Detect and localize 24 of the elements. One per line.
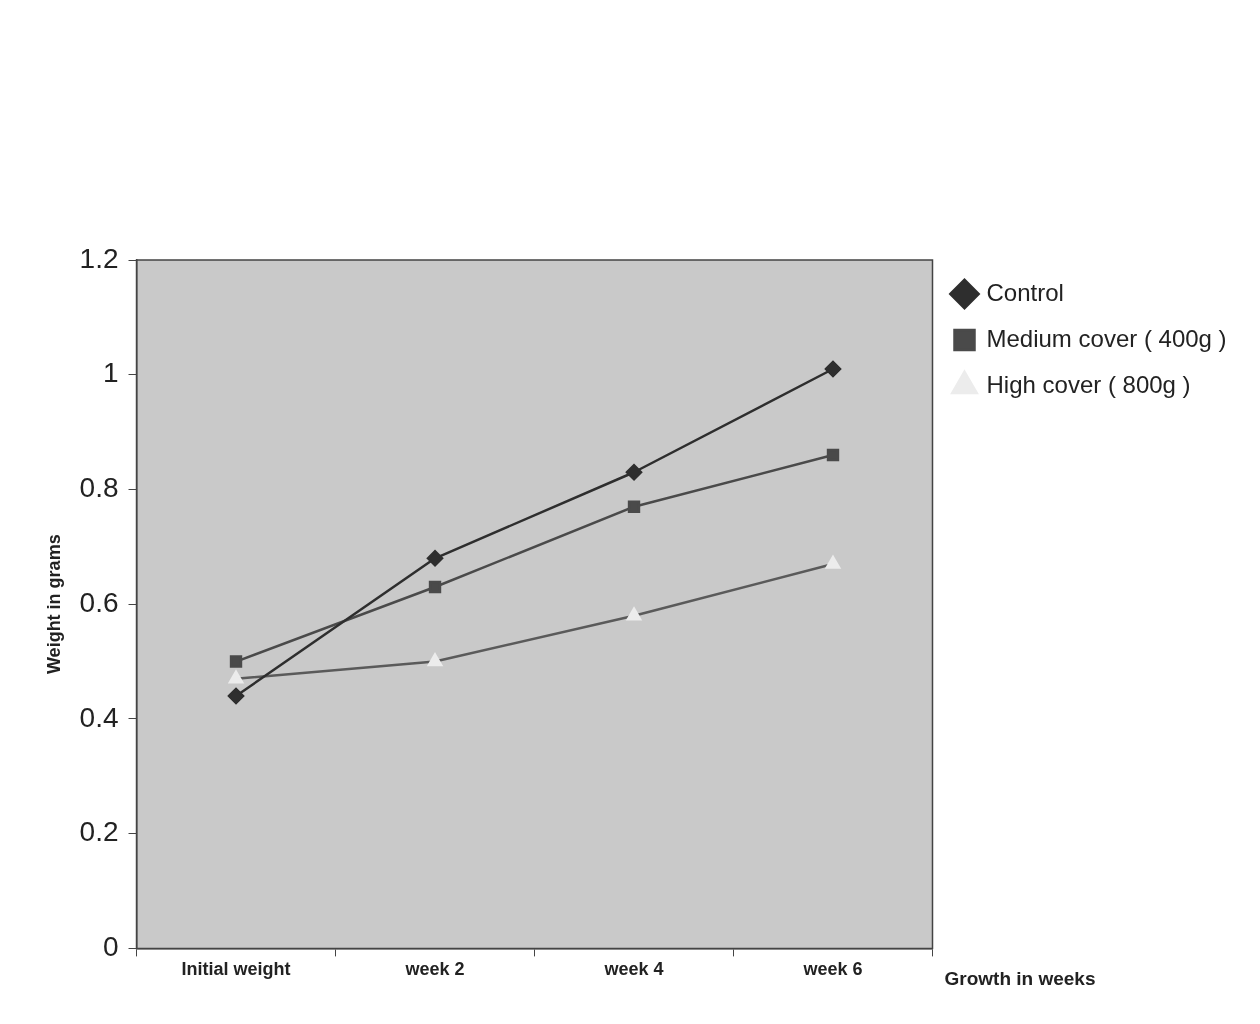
x-tick-label: week 4 <box>603 959 664 980</box>
x-tick-label: Initial weight <box>181 959 291 980</box>
legend-label: Control <box>986 278 1064 306</box>
x-tick-label: week 2 <box>404 959 465 980</box>
point <box>426 550 444 567</box>
y-tick-label: 0.2 <box>79 816 119 848</box>
y-tick-label: 0 <box>102 931 119 963</box>
y-tick-label: 0.8 <box>79 472 119 504</box>
y-tick-label: 1 <box>102 357 119 389</box>
point <box>627 500 641 513</box>
y-tick-label: 1.2 <box>79 242 119 274</box>
x-axis-title: Growth in weeks <box>944 967 1096 989</box>
y-tick-label: 0.4 <box>79 701 119 733</box>
point <box>428 580 442 594</box>
point <box>625 464 643 481</box>
point <box>227 687 245 705</box>
point <box>826 448 840 462</box>
y-axis-title: Weight in grams <box>43 534 64 675</box>
legend-label: High cover ( 800g ) <box>986 370 1191 398</box>
x-tick-label: week 6 <box>802 959 863 980</box>
point <box>229 655 243 668</box>
legend-label: Medium cover ( 400g ) <box>986 324 1227 352</box>
point <box>824 360 842 378</box>
y-tick-label: 0.6 <box>79 586 119 618</box>
